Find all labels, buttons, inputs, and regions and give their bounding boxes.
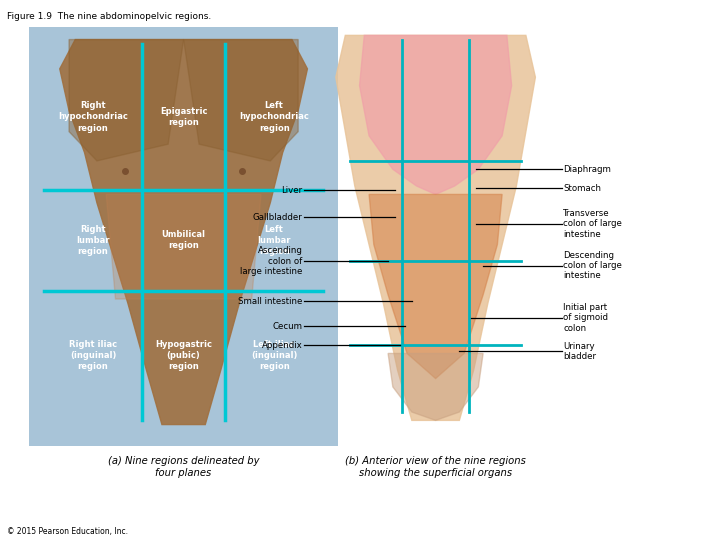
Text: Small intestine: Small intestine	[238, 296, 302, 306]
Text: Figure 1.9  The nine abdominopelvic regions.: Figure 1.9 The nine abdominopelvic regio…	[7, 12, 212, 21]
Polygon shape	[107, 194, 261, 299]
Text: Ascending
colon of
large intestine: Ascending colon of large intestine	[240, 246, 302, 276]
Polygon shape	[336, 36, 536, 420]
Polygon shape	[184, 39, 298, 161]
Text: (a) Nine regions delineated by
four planes: (a) Nine regions delineated by four plan…	[108, 456, 259, 478]
Text: Urinary
bladder: Urinary bladder	[563, 342, 596, 361]
Text: Epigastric
region: Epigastric region	[160, 107, 207, 127]
Text: Gallbladder: Gallbladder	[253, 213, 302, 222]
Polygon shape	[369, 194, 502, 379]
Polygon shape	[359, 36, 512, 194]
Text: Initial part
of sigmoid
colon: Initial part of sigmoid colon	[563, 303, 608, 333]
Polygon shape	[69, 39, 184, 161]
Polygon shape	[388, 354, 483, 420]
Text: Descending
colon of large
intestine: Descending colon of large intestine	[563, 251, 622, 280]
Text: Umbilical
region: Umbilical region	[161, 231, 206, 251]
Text: Left iliac
(inguinal)
region: Left iliac (inguinal) region	[251, 340, 297, 371]
Text: Liver: Liver	[282, 186, 302, 195]
Text: Right
lumbar
region: Right lumbar region	[76, 225, 109, 256]
Text: © 2015 Pearson Education, Inc.: © 2015 Pearson Education, Inc.	[7, 526, 128, 536]
Polygon shape	[60, 39, 307, 424]
Text: Transverse
colon of large
intestine: Transverse colon of large intestine	[563, 209, 622, 239]
Text: Hypogastric
(pubic)
region: Hypogastric (pubic) region	[155, 340, 212, 371]
Text: (b) Anterior view of the nine regions
showing the superficial organs: (b) Anterior view of the nine regions sh…	[345, 456, 526, 478]
Text: Cecum: Cecum	[272, 322, 302, 330]
Text: Stomach: Stomach	[563, 184, 601, 193]
Text: Appendix: Appendix	[261, 341, 302, 349]
Text: Diaphragm: Diaphragm	[563, 165, 611, 174]
Text: Left
hypochondriac
region: Left hypochondriac region	[239, 102, 309, 133]
Text: Left
lumbar
region: Left lumbar region	[258, 225, 291, 256]
Text: Right iliac
(inguinal)
region: Right iliac (inguinal) region	[69, 340, 117, 371]
Text: Right
hypochondriac
region: Right hypochondriac region	[58, 102, 128, 133]
